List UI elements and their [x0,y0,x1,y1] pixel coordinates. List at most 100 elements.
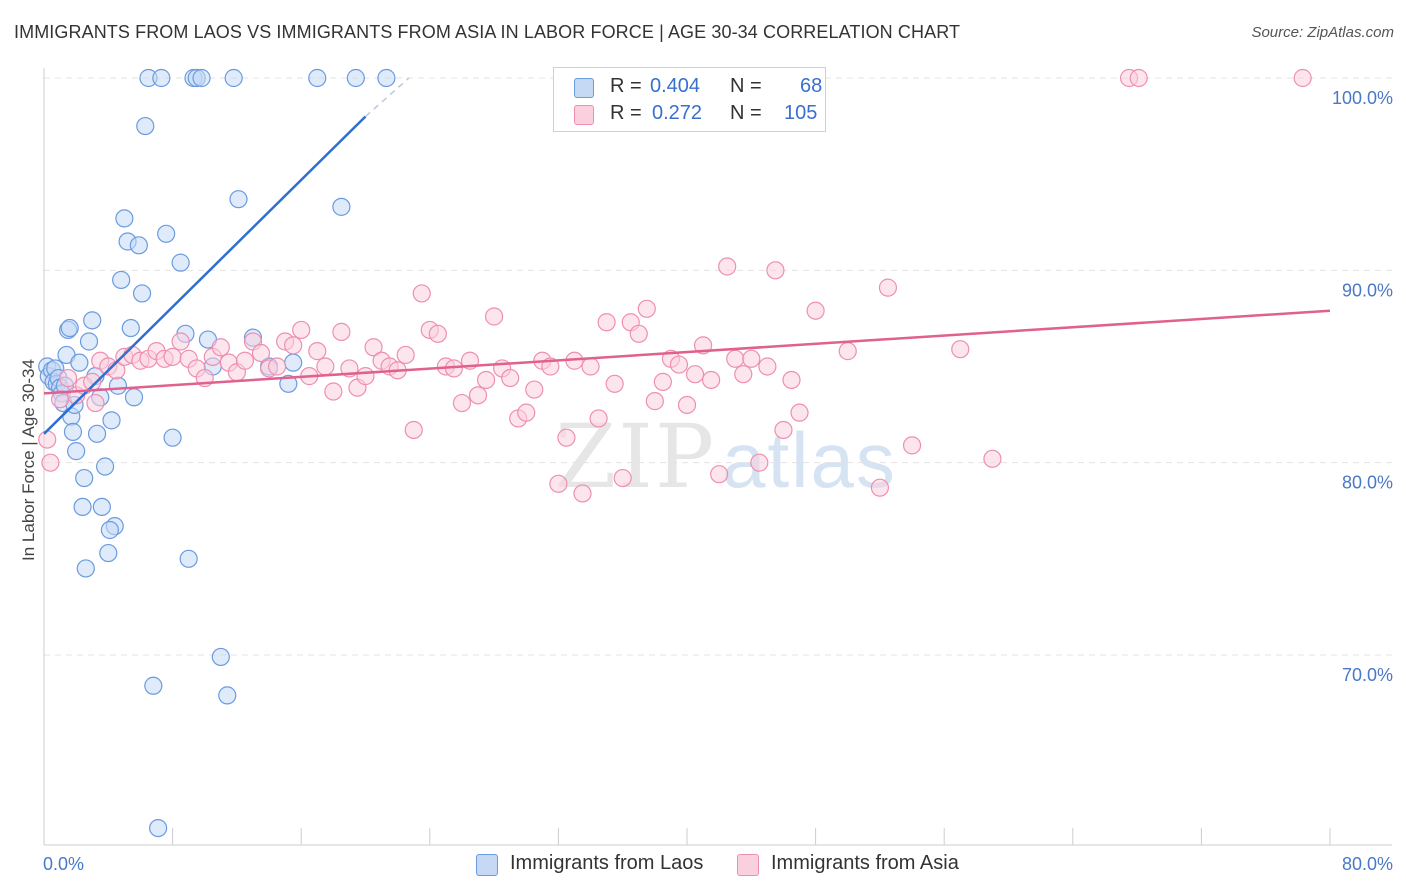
asia-point [983,449,1002,468]
asia-point [669,355,689,374]
laos-point [346,68,365,88]
asia-point [171,332,190,351]
laos-point [60,318,79,338]
laos-point [95,457,115,476]
laos-point [229,190,248,209]
asia-point [396,345,415,365]
asia-point [404,420,423,440]
asia-point [211,338,230,357]
asia-point [774,420,793,440]
laos-point [163,428,182,447]
laos-point [132,284,152,303]
asia-point [267,357,287,376]
asia-point [38,430,57,449]
asia-point [750,453,769,472]
asia-point [501,368,520,388]
laos-point [284,353,303,372]
asia-point [637,299,656,318]
laos-point [211,647,230,667]
laos-point [308,68,327,88]
asia-point [549,474,568,493]
legend-n-label: N = [730,102,762,124]
laos-point [152,68,171,88]
asia-point [806,301,825,320]
y-tick-label: 70.0% [1342,665,1393,685]
asia-point [356,367,375,386]
asia-point [251,343,271,363]
asia-point [838,342,857,361]
laos-trend-extension [365,77,410,118]
asia-point [870,478,890,497]
x-tick-label: 80.0% [1342,854,1393,874]
laos-point [157,224,176,243]
laos-point [108,376,128,395]
asia-point [428,324,447,343]
asia-point [1129,68,1148,88]
y-tick-label: 100.0% [1332,88,1393,108]
laos-point [192,68,211,88]
asia-point [613,468,632,488]
laos-point [70,353,89,372]
asia-point [685,365,705,384]
trend-lines [43,77,1331,435]
laos-point [149,818,168,838]
y-tick-label: 80.0% [1342,473,1393,493]
asia-point [324,382,343,401]
asia-point [734,365,753,384]
laos-point [100,520,120,540]
laos-point [99,543,118,563]
asia-point [476,370,496,390]
y-axis-label: In Labor Force | Age 30-34 [19,359,38,561]
laos-point [102,411,121,430]
asia-point [573,484,592,503]
asia-point [726,349,745,368]
legend-n-value: 68 [800,75,823,97]
chart-title: IMMIGRANTS FROM LAOS VS IMMIGRANTS FROM … [14,22,961,42]
asia-trend-line [43,309,1331,395]
axis-labels: 70.0% 80.0% 90.0% 100.0% 0.0% 80.0% In Labor F… [19,88,1393,874]
laos-point [121,318,140,338]
asia-point [59,368,78,388]
asia-point [790,403,809,422]
laos-point [171,253,190,272]
axes [43,68,1392,846]
stats-legend: R = 0.404 N = 68 R = 0.272 N = 105 [553,67,826,132]
laos-point [136,116,155,136]
laos-point [63,422,83,441]
source-credit: Source: ZipAtlas.com [1251,24,1394,41]
asia-point [718,257,737,276]
legend-n-label: N = [730,75,762,97]
asia-point [878,278,898,297]
asia-point [605,374,624,393]
x-tick-label: 0.0% [43,854,84,874]
series-laos-points [38,68,396,838]
asia-point [902,436,922,455]
legend-n-value: 105 [784,102,818,124]
asia-point [292,320,311,340]
asia-point [517,403,536,422]
laos-trend-line [43,115,367,435]
laos-point [377,68,396,88]
asia-swatch-icon [574,105,594,125]
laos-point [92,497,111,517]
laos-swatch-icon [574,78,594,98]
asia-point [710,465,729,484]
laos-point [67,442,86,461]
asia-point [653,372,672,391]
laos-point [83,311,102,330]
laos-point [332,197,351,216]
asia-point [677,395,697,415]
asia-point [758,357,777,376]
laos-point [124,388,144,407]
laos-point [73,497,92,517]
asia-point [332,322,351,341]
asia-point [412,284,431,303]
asia-point [284,336,303,355]
asia-point [163,347,182,366]
asia-point [86,393,105,413]
asia-point [468,386,488,405]
legend-r-value: 0.272 [652,102,703,124]
laos-point [112,270,131,290]
laos-point [76,559,95,578]
y-tick-label: 90.0% [1342,280,1393,300]
